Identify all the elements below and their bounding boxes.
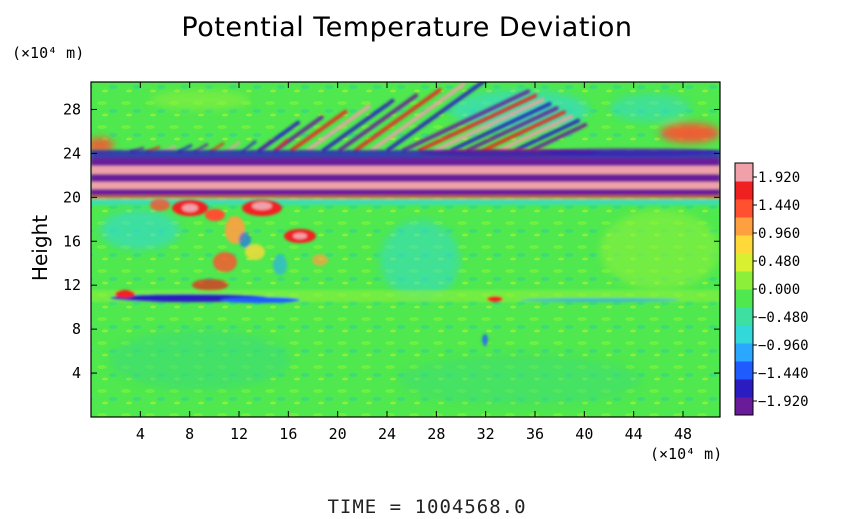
colorbar-segment <box>735 343 753 362</box>
colorbar-label: 1.920 <box>758 170 800 186</box>
wave-stripe <box>482 110 566 152</box>
y-tick-label: 20 <box>63 188 81 206</box>
colorbar-segment <box>735 361 753 380</box>
temperature-field <box>91 82 720 417</box>
colorbar-segment <box>735 289 753 308</box>
y-axis: 4 8 12 16 20 24 28 <box>63 100 720 382</box>
y-tick-label: 24 <box>63 144 81 162</box>
wave-stripe <box>450 102 552 152</box>
wave-stripe <box>354 88 442 152</box>
x-tick-label: 8 <box>185 425 194 443</box>
colorbar-segment <box>735 325 753 344</box>
wave-stripe <box>466 106 559 152</box>
wave-stripe <box>434 97 545 152</box>
time-value: 1004568.0 <box>414 496 527 518</box>
colorbar-label: −1.920 <box>758 394 809 410</box>
x-axis-unit: (×10⁴ m) <box>650 445 723 463</box>
time-readout: TIME = 1004568.0 <box>327 496 527 518</box>
wave-stripe <box>272 137 290 154</box>
stratosphere-bands <box>91 150 720 205</box>
colorbar-label: 0.480 <box>758 254 800 270</box>
wave-stripe <box>418 93 538 152</box>
x-tick-label: 44 <box>625 425 643 443</box>
colorbar-segment <box>735 199 753 218</box>
colorbar-segment <box>735 181 753 200</box>
x-tick-label: 20 <box>329 425 347 443</box>
y-axis-unit: (×10⁴ m) <box>12 44 85 62</box>
x-tick-label: 4 <box>136 425 145 443</box>
wave-stripe <box>402 89 531 152</box>
colorbar-segment <box>735 397 753 416</box>
colorbar: 1.920 1.440 0.960 0.480 0.000 −0.480 −0.960 −1.… <box>734 162 809 416</box>
colorbar-segment <box>735 253 753 272</box>
x-tick-label: 48 <box>674 425 692 443</box>
wave-stripe <box>514 118 581 152</box>
colorbar-segment <box>735 379 753 398</box>
colorbar-label: −1.440 <box>758 366 809 382</box>
colorbar-label: −0.480 <box>758 310 809 326</box>
x-tick-label: 24 <box>378 425 396 443</box>
wave-stripe <box>338 93 419 152</box>
tropopause-layer <box>91 290 720 346</box>
colorbar-segment <box>735 217 753 236</box>
x-tick-label: 28 <box>427 425 445 443</box>
colorbar-label: 0.000 <box>758 282 800 298</box>
colorbar-label: 0.960 <box>758 226 800 242</box>
colorbar-segment <box>735 235 753 254</box>
convective-blobs <box>150 199 328 291</box>
x-tick-label: 16 <box>279 425 297 443</box>
colorbar-segment <box>735 271 753 290</box>
colorbar-label: −0.960 <box>758 338 809 354</box>
y-tick-label: 12 <box>63 276 81 294</box>
wave-stripe <box>386 82 487 152</box>
wave-stripe <box>370 82 466 152</box>
colorbar-segment <box>735 163 753 182</box>
plot-frame <box>90 81 721 418</box>
time-label: TIME <box>327 496 378 518</box>
colorbar-segment <box>735 307 753 326</box>
x-tick-label: 40 <box>575 425 593 443</box>
x-tick-label: 36 <box>526 425 544 443</box>
wave-stripe <box>290 109 348 152</box>
x-axis: 4 8 12 16 20 24 28 32 36 40 44 48 <box>136 82 692 443</box>
wave-stripe <box>306 104 371 152</box>
y-tick-label: 28 <box>63 100 81 118</box>
y-tick-label: 8 <box>72 320 81 338</box>
wave-stripe <box>498 114 573 152</box>
colorbar-label: 1.440 <box>758 198 800 214</box>
x-tick-label: 12 <box>230 425 248 443</box>
y-tick-label: 4 <box>72 364 81 382</box>
x-tick-label: 32 <box>477 425 495 443</box>
chart-title: Potential Temperature Deviation <box>181 12 633 43</box>
y-tick-label: 16 <box>63 232 81 250</box>
wave-stripe <box>530 122 588 152</box>
wave-stripe <box>322 98 395 152</box>
